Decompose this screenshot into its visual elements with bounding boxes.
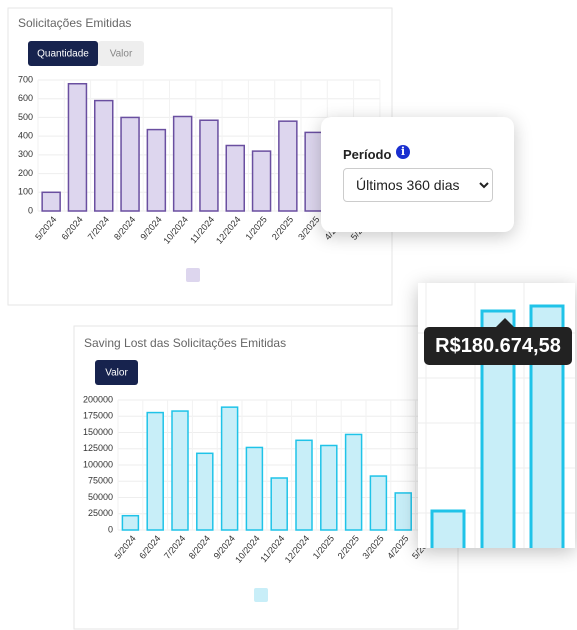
period-popover: Período i Últimos 360 dias [321, 117, 514, 232]
bar [394, 492, 412, 531]
bar [225, 144, 245, 212]
period-label: Período [343, 147, 392, 162]
y-tick-label: 700 [18, 74, 33, 84]
info-icon[interactable]: i [396, 145, 410, 159]
bar [121, 514, 140, 531]
y-tick-label: 500 [18, 112, 33, 122]
bar [172, 115, 193, 212]
toggle-label: Valor [110, 49, 133, 60]
toggle-label: Valor [105, 368, 128, 379]
y-tick-label: 300 [18, 149, 33, 159]
y-tick-label: 200000 [83, 394, 113, 404]
bar [220, 406, 239, 531]
bar [369, 475, 388, 531]
bar [41, 191, 61, 212]
zoom-panel: R$180.674,58 [418, 283, 575, 548]
bar [120, 116, 140, 212]
y-tick-label: 100 [18, 187, 33, 197]
bar [295, 439, 313, 531]
bar [245, 446, 264, 531]
zoom-bar [430, 509, 466, 548]
legend-swatch[interactable] [186, 268, 200, 282]
bar [344, 433, 363, 531]
bar [196, 452, 214, 531]
y-tick-label: 200 [18, 168, 33, 178]
y-tick-label: 400 [18, 131, 33, 141]
period-select[interactable]: Últimos 360 dias [343, 168, 493, 202]
bar [320, 444, 338, 531]
y-tick-label: 600 [18, 93, 33, 103]
y-tick-label: 150000 [83, 427, 113, 437]
chart-title: Saving Lost das Solicitações Emitidas [84, 336, 286, 350]
y-tick-label: 50000 [88, 492, 113, 502]
toggle-button[interactable] [98, 41, 144, 66]
bar [171, 410, 189, 531]
legend-swatch[interactable] [254, 588, 268, 602]
toggle-button[interactable] [95, 360, 138, 385]
toggle-button[interactable] [28, 41, 98, 66]
y-tick-label: 0 [28, 205, 33, 215]
y-tick-label: 0 [108, 524, 113, 534]
y-tick-label: 125000 [83, 443, 113, 453]
bar [94, 99, 114, 212]
y-tick-label: 100000 [83, 459, 113, 469]
chart-title: Solicitações Emitidas [18, 16, 131, 30]
y-tick-label: 175000 [83, 411, 113, 421]
y-tick-label: 25000 [88, 508, 113, 518]
bar [146, 128, 167, 212]
bar [278, 120, 298, 212]
bar [251, 150, 272, 212]
bar [199, 119, 219, 212]
toggle-label: Quantidade [37, 49, 89, 60]
bar [146, 411, 164, 531]
tooltip: R$180.674,58 [424, 318, 572, 365]
bar [270, 477, 288, 531]
bar [67, 82, 88, 212]
y-tick-label: 75000 [88, 476, 113, 486]
